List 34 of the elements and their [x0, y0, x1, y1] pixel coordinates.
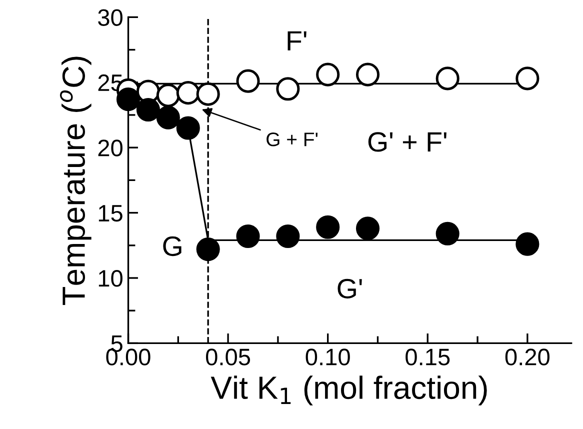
x-tick-label: 0.20: [505, 348, 550, 366]
point: [236, 69, 260, 93]
y-tick-label: 20: [98, 140, 122, 156]
point: [356, 62, 380, 86]
point: [236, 224, 260, 248]
y-tick-label: 10: [98, 270, 122, 287]
point: [356, 216, 380, 240]
x-tick-label: 0.10: [306, 348, 350, 366]
point: [436, 222, 460, 246]
point: [316, 62, 340, 86]
y-tick-label: 30: [98, 9, 122, 26]
y-tick-label: 15: [98, 205, 122, 222]
annotation: G + F': [266, 132, 318, 146]
annotation: G': [338, 278, 362, 298]
annotation: G: [163, 236, 182, 256]
point: [316, 215, 340, 239]
annotation: G' + F': [368, 132, 446, 152]
point: [156, 106, 180, 130]
point: [516, 232, 540, 256]
x-axis-title: Vit K$_{1}$ (mol fraction): [210, 376, 487, 406]
point: [136, 98, 160, 122]
point: [276, 224, 300, 248]
point: [196, 82, 220, 106]
point: [156, 84, 180, 108]
annotation: F': [288, 31, 306, 50]
point: [436, 66, 460, 90]
x-tick-label: 0.15: [406, 348, 450, 366]
x-tick-label: 0.05: [206, 348, 250, 366]
point: [516, 66, 540, 90]
point: [176, 116, 200, 140]
point: [276, 77, 300, 101]
y-axis-title: Temperature ($^{o}$C): [60, 56, 92, 306]
point: [176, 81, 200, 105]
point: [196, 238, 220, 262]
